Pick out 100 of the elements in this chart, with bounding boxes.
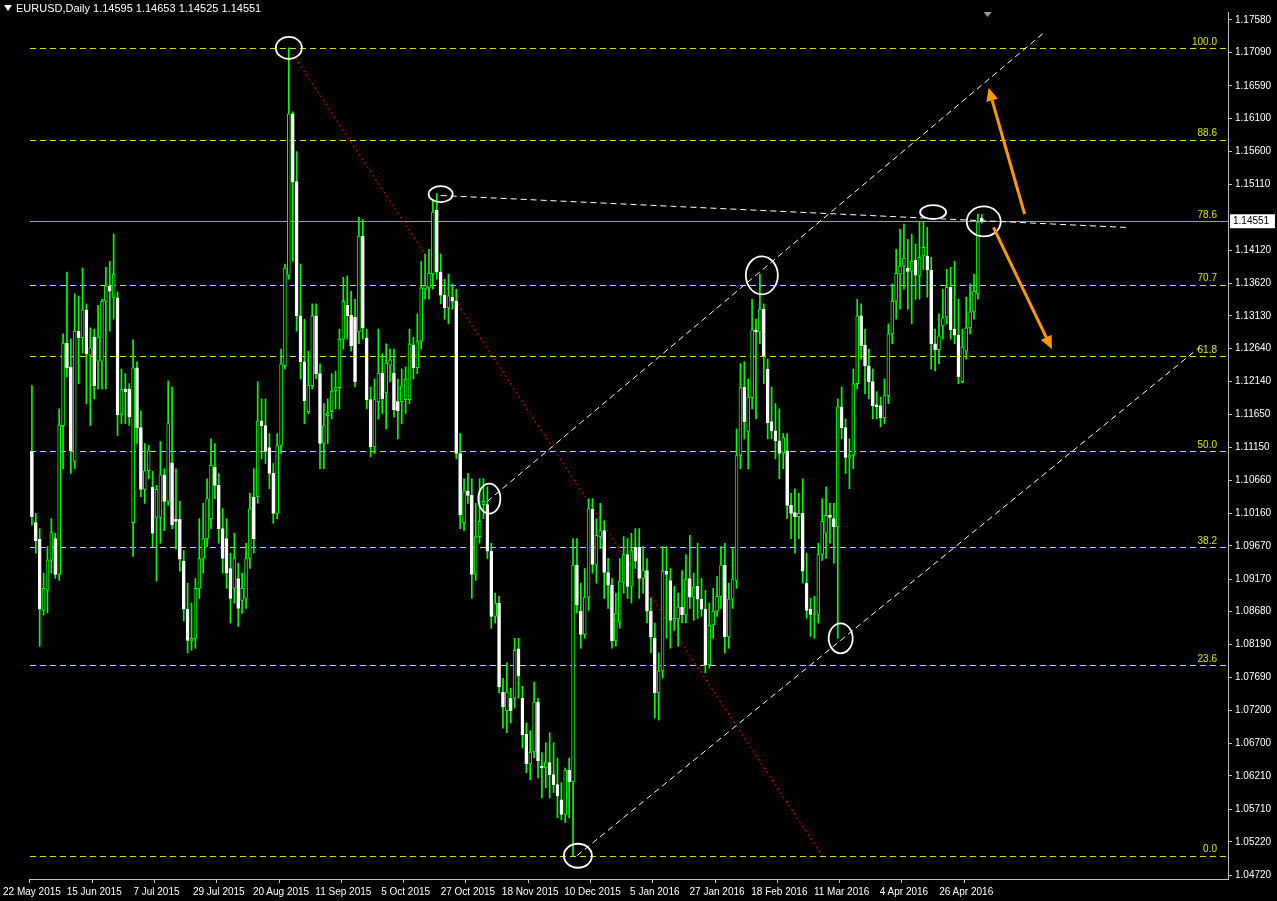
candlestick (645, 558, 649, 624)
candlestick (909, 233, 914, 325)
y-tick-label: 1.17090 (1235, 46, 1272, 58)
candlestick (719, 546, 723, 609)
y-tick-label: 1.06210 (1235, 769, 1272, 781)
x-tick-label: 22 May 2015 (2, 885, 62, 897)
candlestick (353, 298, 357, 388)
candlestick (396, 378, 400, 440)
annotation: 100.0 (1191, 35, 1218, 47)
x-tick-label: 5 Oct 2015 (381, 885, 431, 897)
y-tick-label: 1.11650 (1235, 408, 1271, 419)
candlestick (174, 468, 178, 550)
y-tick-label: 1.05710 (1235, 802, 1272, 814)
candlestick (758, 273, 762, 345)
y-tick-label: 1.07200 (1235, 703, 1272, 715)
annotation: 88.6 (1197, 127, 1218, 139)
annotation: 70.7 (1197, 272, 1218, 284)
x-tick-label: 15 Jun 2015 (66, 885, 123, 897)
y-tick-label: 1.11150 (1235, 441, 1271, 453)
x-tick-label: 10 Dec 2015 (564, 885, 622, 897)
candlestick (824, 486, 828, 559)
y-tick-label: 1.04720 (1235, 868, 1272, 880)
candlestick (505, 662, 509, 734)
candlestick (684, 554, 688, 624)
candlestick (898, 229, 902, 310)
y-tick-label: 1.10160 (1235, 507, 1272, 519)
candlestick (785, 433, 789, 519)
y-tick-label: 1.12140 (1235, 375, 1272, 387)
candlestick (322, 403, 326, 470)
candlestick (972, 273, 976, 320)
candlestick (797, 493, 801, 539)
x-tick-label: 5 Jan 2016 (630, 885, 680, 897)
y-tick-label: 1.16100 (1235, 112, 1272, 124)
candlestick (357, 217, 361, 345)
y-tick-label: 1.09670 (1235, 539, 1272, 551)
y-tick-label: 1.08190 (1235, 638, 1272, 650)
candlestick (800, 478, 805, 584)
candlestick (493, 592, 497, 624)
x-tick-label: 26 Apr 2016 (939, 885, 994, 897)
candlestick (567, 757, 571, 819)
candlestick (131, 339, 135, 557)
chart-title: EURUSD,Daily 1.14595 1.14653 1.14525 1.14551 (16, 2, 262, 14)
annotation: 0.0 (1203, 843, 1218, 855)
candlestick (57, 408, 61, 581)
candlestick (726, 582, 731, 649)
candlestick (139, 410, 143, 498)
candlestick (789, 493, 793, 539)
x-tick-label: 7 Jul 2015 (133, 885, 180, 897)
candlestick (166, 380, 170, 506)
x-tick-label: 27 Jan 2016 (689, 885, 746, 897)
annotation: 50.0 (1197, 439, 1218, 451)
candlestick (135, 361, 139, 444)
candlestick (240, 572, 244, 614)
y-tick-label: 1.05220 (1235, 835, 1272, 847)
candlestick (100, 298, 104, 390)
y-tick-label: 1.10660 (1235, 473, 1272, 485)
candlestick (349, 290, 353, 352)
candlestick (835, 398, 840, 639)
candlestick (680, 570, 684, 624)
candlestick (279, 348, 283, 454)
candlestick (248, 493, 252, 569)
candlestick (676, 592, 680, 647)
candlestick (976, 213, 980, 300)
candlestick (72, 293, 77, 470)
y-tick-label: 1.06700 (1235, 737, 1272, 749)
candlestick (104, 266, 108, 390)
candlestick (754, 318, 758, 420)
candlestick (392, 348, 396, 418)
candlestick (283, 263, 287, 370)
candlestick (937, 313, 941, 365)
candlestick (127, 383, 132, 426)
candlestick (723, 542, 727, 654)
y-tick-label: 1.15600 (1235, 145, 1272, 157)
candlestick (162, 468, 167, 531)
annotation: 38.2 (1197, 534, 1218, 546)
y-tick-label: 1.15110 (1235, 177, 1271, 189)
candlestick (929, 257, 934, 370)
x-tick-label: 18 Nov 2015 (501, 885, 559, 897)
ref-line-label: 1.14551 (1233, 215, 1270, 227)
x-tick-label: 11 Sep 2015 (315, 885, 372, 897)
candlestick (793, 488, 797, 554)
candlestick (244, 542, 248, 609)
candlestick (96, 304, 100, 390)
y-tick-label: 1.13130 (1235, 309, 1272, 321)
candlestick (170, 386, 174, 529)
candlestick (547, 732, 552, 799)
y-tick-label: 1.17580 (1235, 13, 1272, 25)
y-tick-label: 1.13620 (1235, 277, 1272, 289)
candlestick (473, 503, 478, 581)
candlestick (641, 546, 645, 594)
x-tick-label: 29 Jul 2015 (192, 885, 246, 897)
y-tick-label: 1.14120 (1235, 243, 1272, 255)
y-tick-label: 1.09170 (1235, 572, 1272, 584)
candlestick (462, 478, 466, 531)
candlestick (497, 596, 501, 694)
candlestick (53, 532, 58, 579)
candlestick (431, 199, 435, 290)
y-tick-label: 1.16590 (1235, 79, 1272, 91)
candlestick (941, 288, 945, 340)
y-tick-label: 1.08680 (1235, 605, 1272, 617)
